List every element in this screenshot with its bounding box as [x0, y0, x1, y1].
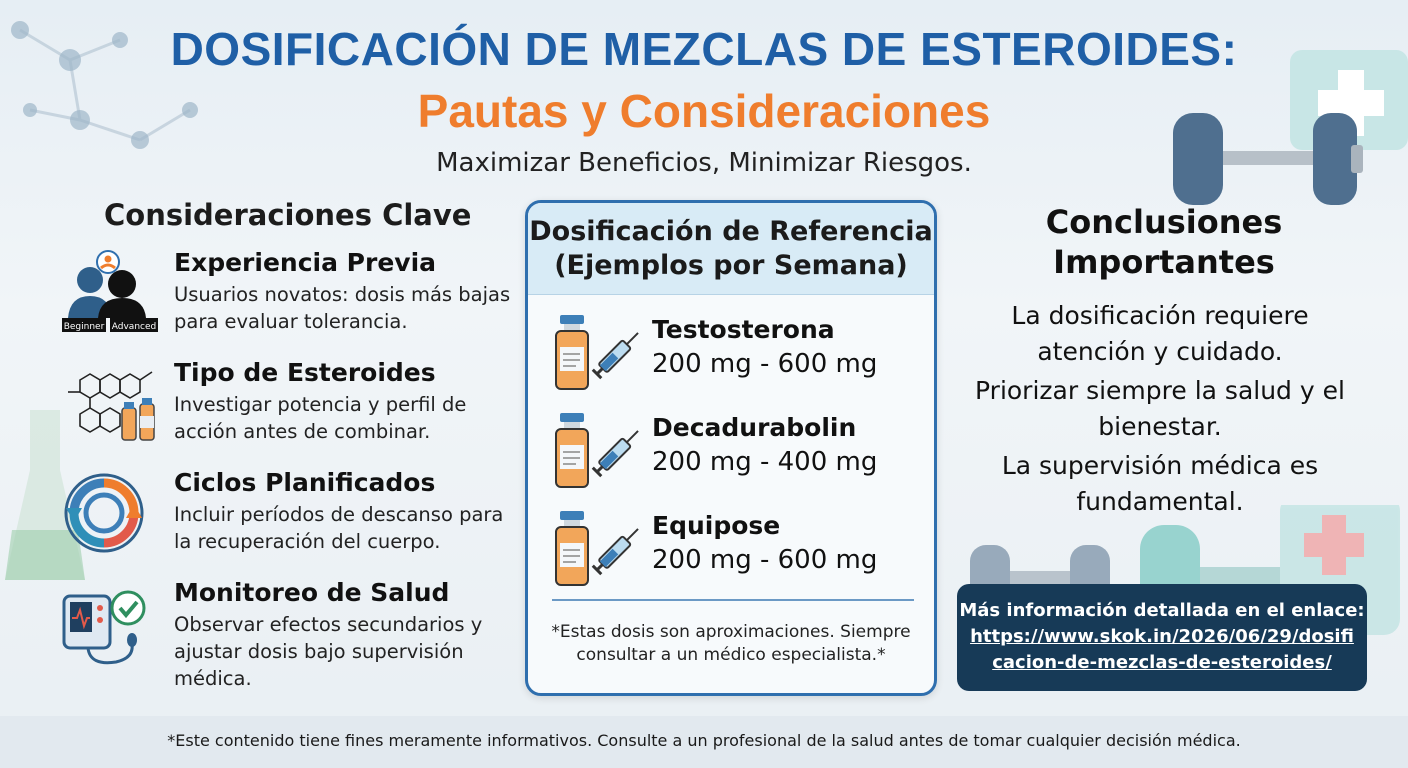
divider	[552, 599, 914, 601]
dose-name: Equipose	[652, 511, 781, 540]
dose-amount: 200 mg - 600 mg	[652, 545, 878, 575]
advanced-badge: Advanced	[112, 322, 156, 332]
page-tagline: Maximizar Beneficios, Minimizar Riesgos.	[436, 148, 972, 178]
conclusion-line: La supervisión médica es fundamental.	[1001, 451, 1319, 516]
dose-amount: 200 mg - 400 mg	[652, 447, 878, 477]
consideration-desc: Usuarios novatos: dosis más bajas para e…	[174, 283, 511, 333]
dose-row: Decadurabolin 200 mg - 400 mg	[552, 411, 912, 495]
dose-name: Testosterona	[652, 315, 835, 344]
consideration-title: Tipo de Esteroides	[174, 358, 436, 387]
dosage-note: *Estas dosis son aproximaciones. Siempre…	[551, 622, 911, 665]
vial-syringe-icon	[555, 413, 639, 488]
health-monitor-icon	[62, 590, 146, 665]
conclusions-heading-line2: Importantes	[1053, 243, 1275, 281]
dose-amount: 200 mg - 600 mg	[652, 349, 878, 379]
consideration-title: Experiencia Previa	[174, 248, 437, 277]
conclusions-list: La dosificación requiere atención y cuid…	[960, 298, 1360, 523]
beginner-badge: Beginner	[64, 322, 105, 332]
more-info-label: Más información detallada en el enlace:	[959, 600, 1365, 621]
conclusion-line: La dosificación requiere atención y cuid…	[1011, 301, 1309, 366]
consideration-title: Monitoreo de Salud	[174, 578, 450, 607]
dose-row: Testosterona 200 mg - 600 mg	[552, 313, 912, 397]
conclusion-line: Priorizar siempre la salud y el bienesta…	[975, 376, 1345, 441]
vial-syringe-icon	[555, 511, 639, 586]
key-considerations-heading: Consideraciones Clave	[104, 198, 472, 232]
consideration-desc: Investigar potencia y perfil de acción a…	[174, 393, 467, 443]
reference-dosage-panel: Dosificación de Referencia (Ejemplos por…	[525, 200, 937, 696]
vial-syringe-icon	[555, 315, 639, 390]
reference-dosage-heading: Dosificación de Referencia (Ejemplos por…	[528, 203, 934, 295]
dose-row: Equipose 200 mg - 600 mg	[552, 509, 912, 593]
conclusions-heading: Conclusiones Importantes	[1014, 202, 1314, 282]
conclusions-heading-line1: Conclusiones	[1045, 203, 1283, 241]
page-subtitle-highlight: Pautas y Consideraciones	[417, 85, 991, 137]
cycle-arrows-icon	[64, 473, 144, 553]
footer-disclaimer: *Este contenido tiene fines meramente in…	[0, 716, 1408, 768]
more-info-box: Más información detallada en el enlace: …	[957, 584, 1367, 691]
page-title: DOSIFICACIÓN DE MEZCLAS DE ESTEROIDES:	[170, 23, 1238, 75]
consideration-title: Ciclos Planificados	[174, 468, 436, 497]
reference-dosage-heading-line1: Dosificación de Referencia	[529, 216, 933, 247]
more-info-link[interactable]: https://www.skok.in/2026/06/29/dosificac…	[970, 626, 1354, 673]
reference-dosage-heading-line2: (Ejemplos por Semana)	[554, 250, 908, 281]
beginner-advanced-icon: Beginner Advanced	[62, 250, 158, 332]
consideration-desc: Incluir períodos de descanso para la rec…	[174, 503, 504, 553]
molecule-vials-icon	[68, 371, 155, 441]
dose-name: Decadurabolin	[652, 413, 857, 442]
consideration-desc: Observar efectos secundarios y ajustar d…	[174, 613, 483, 690]
